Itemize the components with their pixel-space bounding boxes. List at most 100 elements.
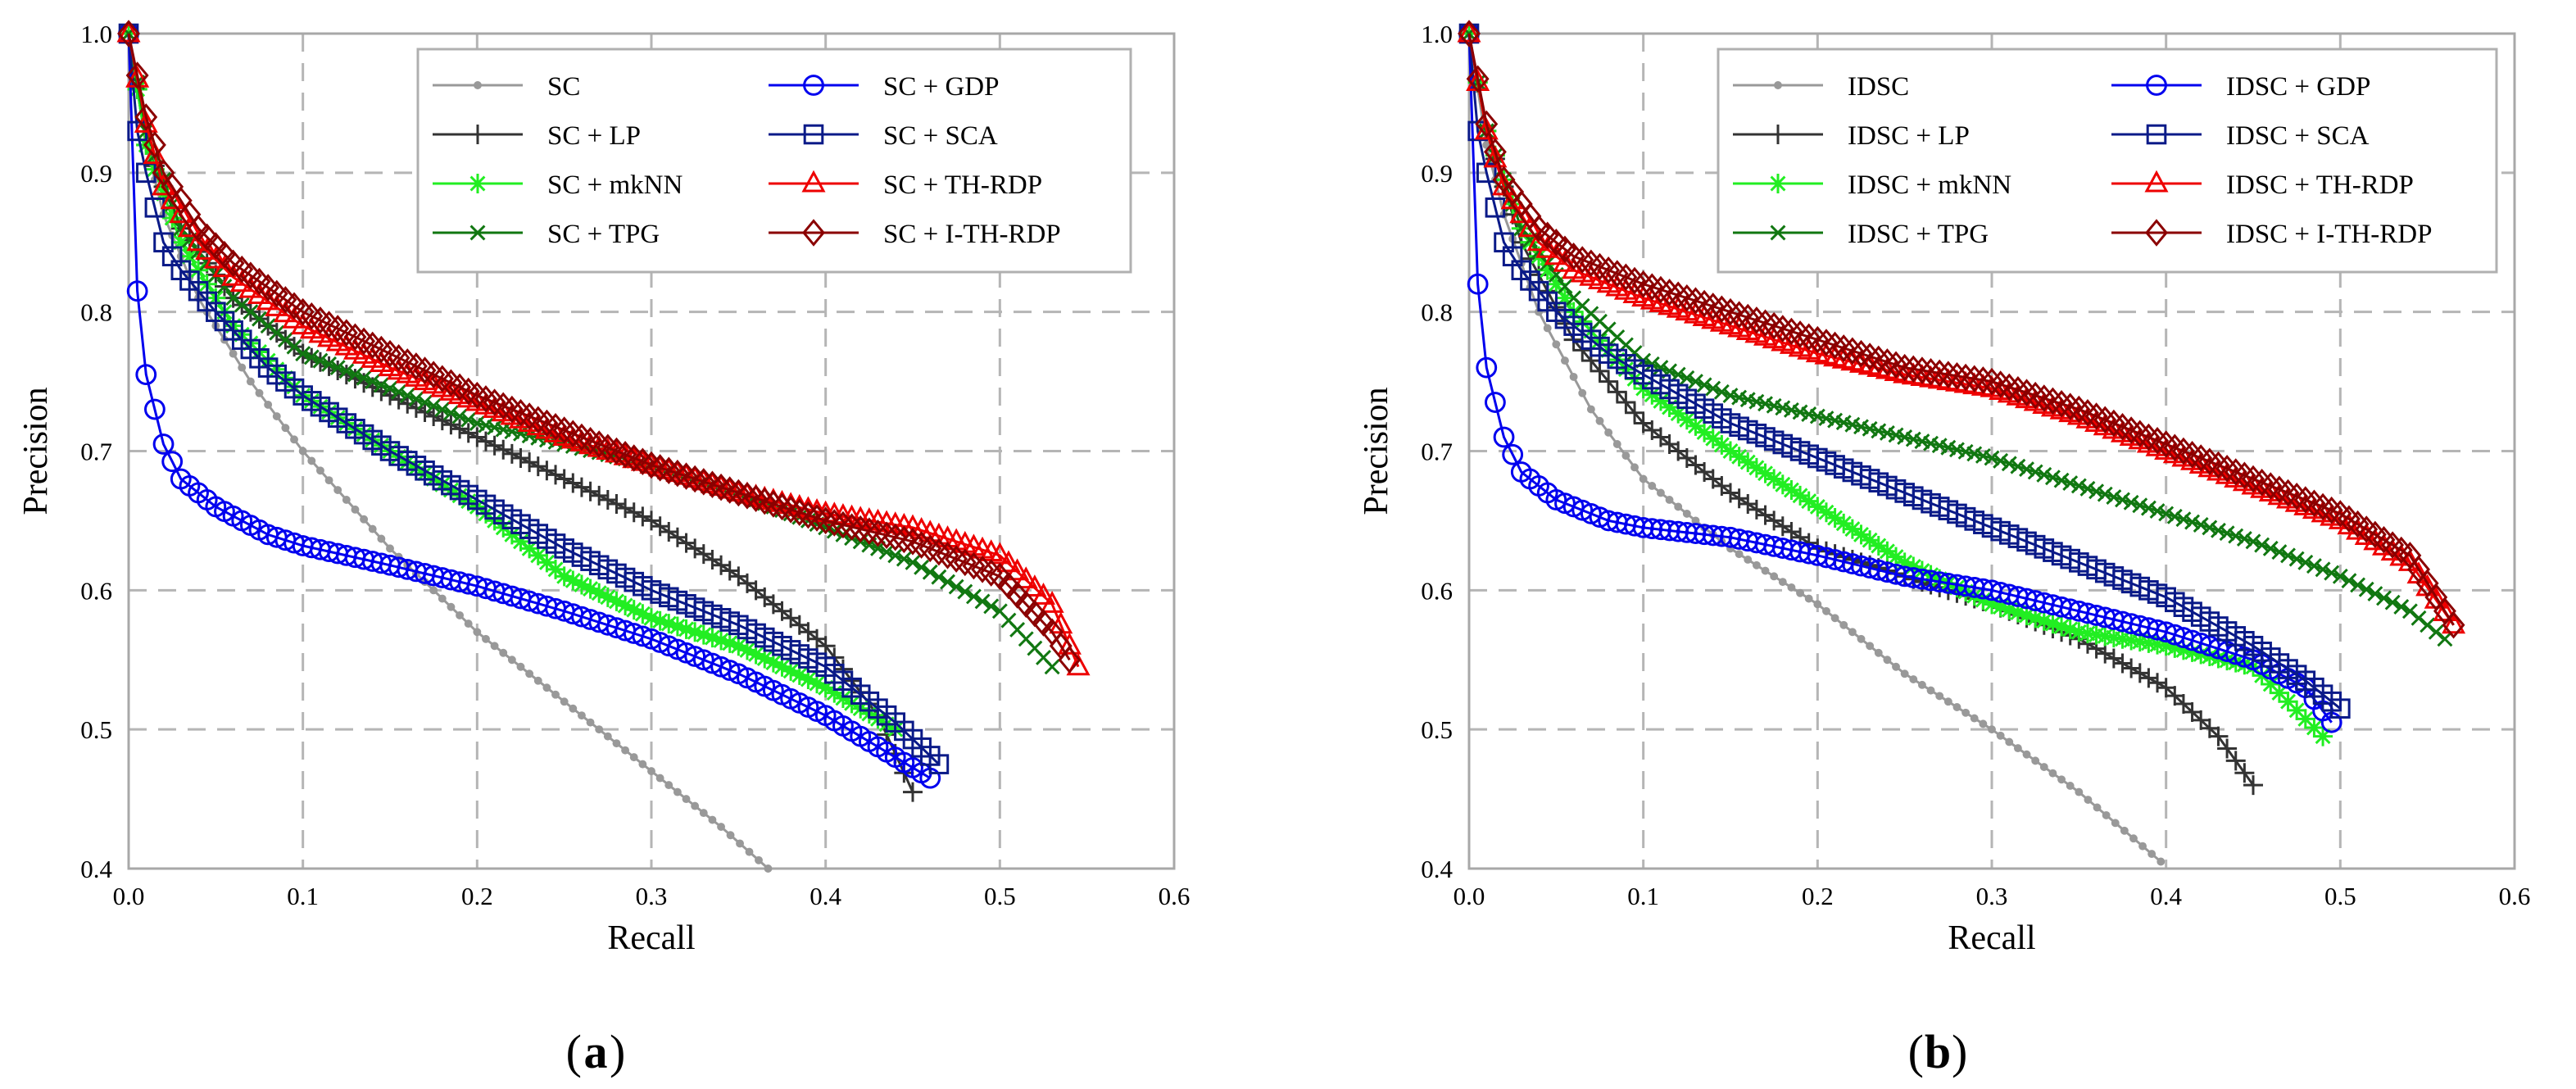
data-point xyxy=(2097,486,2113,502)
data-point xyxy=(2410,610,2427,626)
data-point xyxy=(399,388,415,404)
data-point xyxy=(135,364,157,385)
data-point xyxy=(450,419,470,439)
data-point xyxy=(589,485,610,506)
data-point xyxy=(1537,260,1558,280)
data-point xyxy=(940,574,955,590)
data-point xyxy=(1762,311,1786,340)
data-point xyxy=(642,608,661,628)
data-point xyxy=(1561,356,1569,365)
data-point xyxy=(425,397,442,414)
data-point xyxy=(2006,376,2030,404)
data-point xyxy=(701,470,724,499)
data-point xyxy=(563,570,583,591)
data-point xyxy=(186,229,211,252)
data-point xyxy=(2093,803,2102,812)
data-point xyxy=(2341,573,2357,589)
data-point xyxy=(307,456,316,465)
data-point xyxy=(580,579,601,599)
data-point xyxy=(2106,489,2122,506)
data-point xyxy=(2202,520,2218,536)
data-point xyxy=(2103,628,2124,648)
y-tick-label: 0.7 xyxy=(1421,438,1453,466)
series-group xyxy=(116,20,1091,873)
data-point xyxy=(382,380,398,397)
x-tick-label: 0.5 xyxy=(984,882,1016,910)
data-point xyxy=(312,352,329,369)
data-point xyxy=(2384,594,2401,610)
data-point xyxy=(2032,384,2056,412)
data-point xyxy=(2084,796,2093,804)
y-tick-label: 1.0 xyxy=(80,20,112,48)
data-point xyxy=(965,588,982,605)
data-point xyxy=(640,451,663,479)
data-point xyxy=(761,490,785,518)
data-point xyxy=(1815,329,1838,356)
data-point xyxy=(2140,500,2156,516)
data-point xyxy=(216,279,233,294)
data-point xyxy=(2442,611,2465,639)
data-point xyxy=(2156,857,2166,866)
legend-marker xyxy=(469,225,486,241)
data-point xyxy=(1797,323,1821,351)
legend-label: SC + GDP xyxy=(883,72,1000,102)
data-point xyxy=(1694,422,1715,442)
y-tick-label: 0.9 xyxy=(80,159,112,188)
data-point xyxy=(1044,659,1060,675)
data-point xyxy=(824,683,845,703)
data-point xyxy=(2025,608,2046,628)
data-point xyxy=(1936,361,1960,388)
data-point xyxy=(673,787,682,796)
data-point xyxy=(711,555,732,575)
data-point xyxy=(2401,603,2418,619)
data-point xyxy=(2182,642,2202,662)
data-point xyxy=(2129,834,2138,843)
series-sc-gdp xyxy=(118,23,941,789)
series-line xyxy=(127,33,940,765)
data-point xyxy=(2158,506,2175,522)
data-point xyxy=(746,644,766,665)
data-point xyxy=(2039,763,2048,771)
data-point xyxy=(676,533,696,553)
data-point xyxy=(1970,714,1979,723)
legend-box xyxy=(1717,48,2498,274)
data-point xyxy=(2066,781,2075,790)
data-point xyxy=(2036,466,2052,483)
data-point xyxy=(160,187,184,210)
data-point xyxy=(1658,279,1681,306)
data-point xyxy=(621,746,630,755)
data-point xyxy=(417,394,433,411)
data-point xyxy=(225,290,242,306)
data-point xyxy=(745,847,754,856)
data-point xyxy=(2147,634,2168,655)
data-point xyxy=(2132,497,2148,514)
panel-label-close-paren: ) xyxy=(610,1025,625,1078)
data-point xyxy=(1910,356,1934,384)
data-point xyxy=(1031,583,1056,605)
data-point xyxy=(324,476,333,485)
data-point xyxy=(615,498,636,519)
data-point xyxy=(277,332,293,348)
data-point xyxy=(1520,232,1540,252)
data-point xyxy=(633,506,653,527)
data-point xyxy=(537,461,557,481)
data-point xyxy=(831,510,855,539)
data-point xyxy=(2225,751,2246,771)
data-point xyxy=(676,619,696,639)
data-point xyxy=(1874,648,1883,657)
data-point xyxy=(996,550,1021,573)
data-point xyxy=(702,628,723,648)
data-point xyxy=(1682,509,1691,518)
data-point xyxy=(1746,457,1766,478)
legend-marker xyxy=(802,219,825,247)
data-point xyxy=(519,538,540,559)
legend-label: IDSC + GDP xyxy=(2226,72,2370,102)
data-point xyxy=(1639,474,1648,483)
data-point xyxy=(356,370,372,386)
data-point xyxy=(2088,483,2105,500)
legend-label: IDSC xyxy=(1848,72,1909,102)
data-point xyxy=(789,665,810,685)
data-point xyxy=(519,452,540,473)
data-point xyxy=(1935,692,1944,701)
data-point xyxy=(438,594,447,603)
